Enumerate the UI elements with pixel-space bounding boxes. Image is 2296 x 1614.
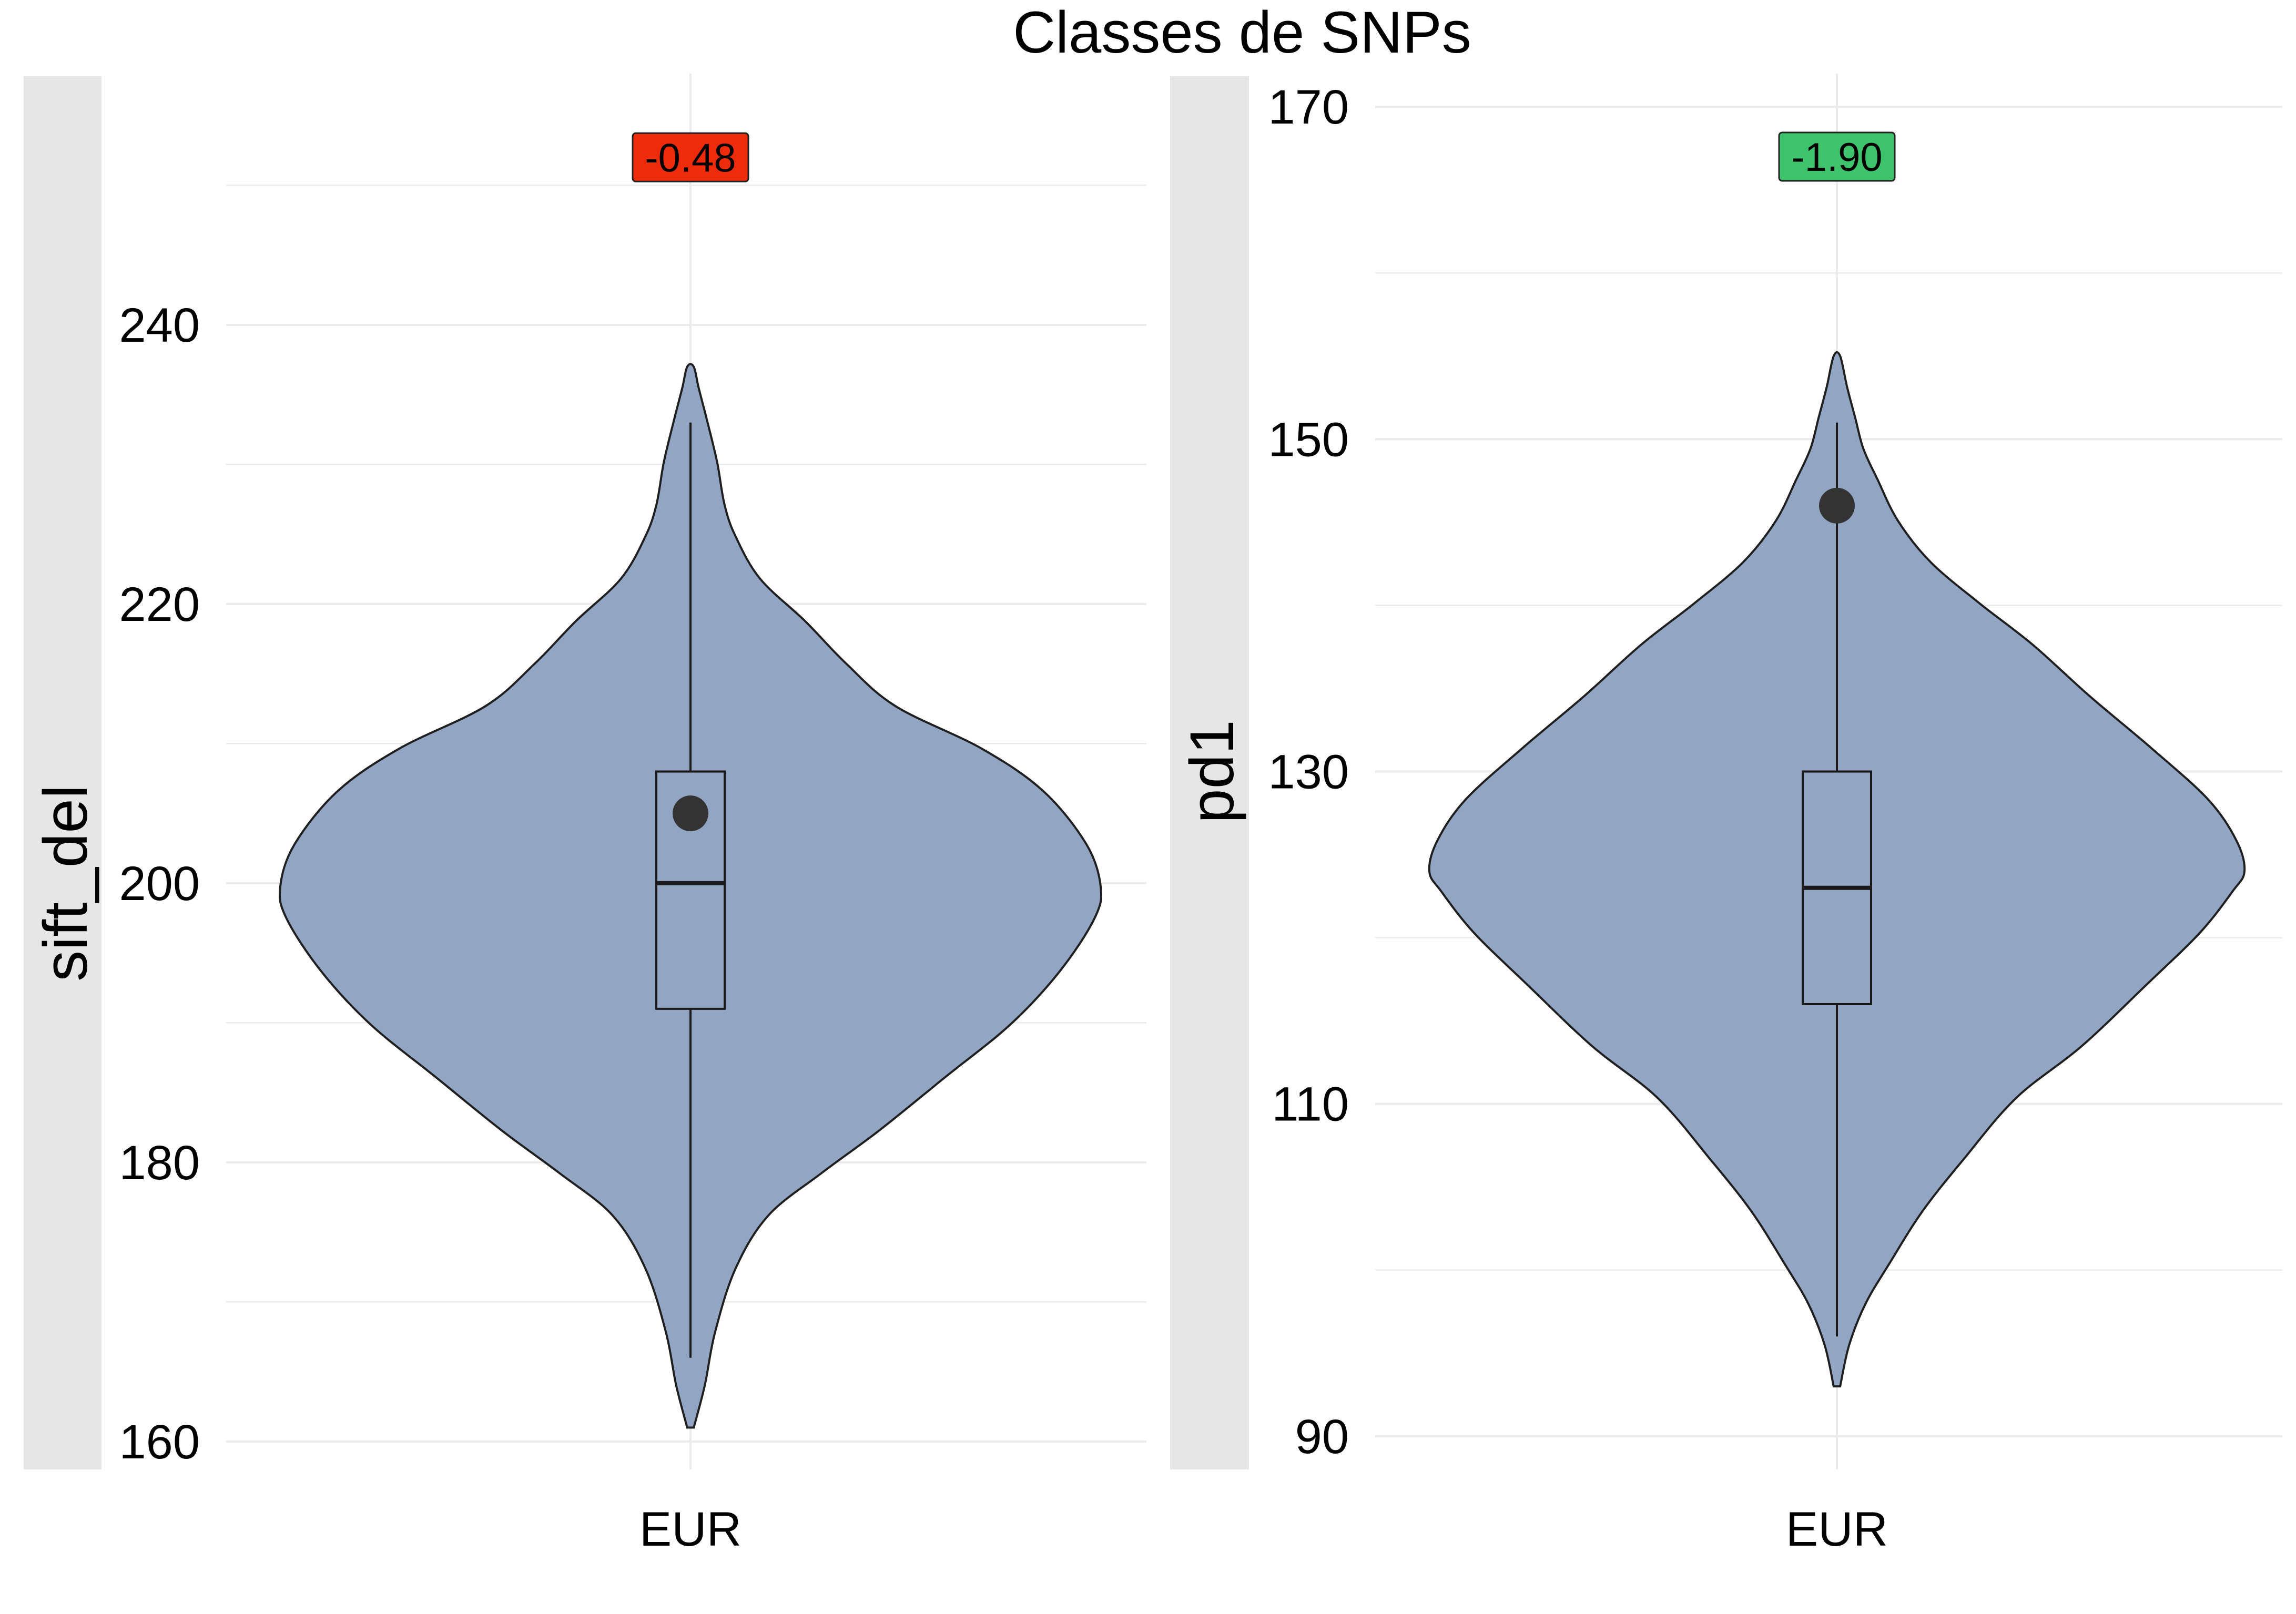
- y-axis-label: sift_del: [31, 785, 100, 982]
- y-strip: [24, 76, 101, 1469]
- violin-group: -0.48: [278, 132, 1103, 1429]
- y-tick-label: 200: [119, 857, 200, 911]
- mean-point: [673, 795, 708, 832]
- annotation-label: -1.90: [1791, 135, 1882, 180]
- x-tick-label-eur: EUR: [1786, 1503, 1888, 1556]
- y-tick-label: 130: [1268, 745, 1349, 799]
- y-tick-label: 180: [119, 1136, 200, 1190]
- chart-title: Classes de SNPs: [1013, 0, 1471, 65]
- y-strip: [1170, 76, 1249, 1469]
- annotation-badge: [632, 132, 749, 182]
- panel-pd1: -1.90 90 110 130 150 170 pd1 EUR: [1170, 74, 2282, 1556]
- y-tick-label: 160: [119, 1415, 200, 1469]
- y-tick-labels: 90 110 130 150 170: [1268, 80, 1349, 1464]
- y-tick-label: 220: [119, 578, 200, 631]
- x-tick-label-eur: EUR: [639, 1503, 741, 1556]
- mean-point: [1819, 487, 1855, 524]
- annotation-badge: [1778, 131, 1896, 182]
- y-tick-label: 170: [1268, 80, 1349, 134]
- annotation-label: -0.48: [645, 136, 736, 180]
- violin-group: -1.90: [1428, 131, 2246, 1387]
- y-axis-label: pd1: [1177, 720, 1247, 823]
- y-tick-labels: 160 180 200 220 240: [119, 299, 200, 1469]
- y-tick-label: 90: [1295, 1410, 1349, 1464]
- y-tick-label: 150: [1268, 413, 1349, 466]
- y-tick-label: 240: [119, 299, 200, 352]
- panel-sift-del: -0.48 160 180 200 220 240 sift_del EUR: [24, 74, 1146, 1556]
- y-tick-label: 110: [1272, 1078, 1349, 1131]
